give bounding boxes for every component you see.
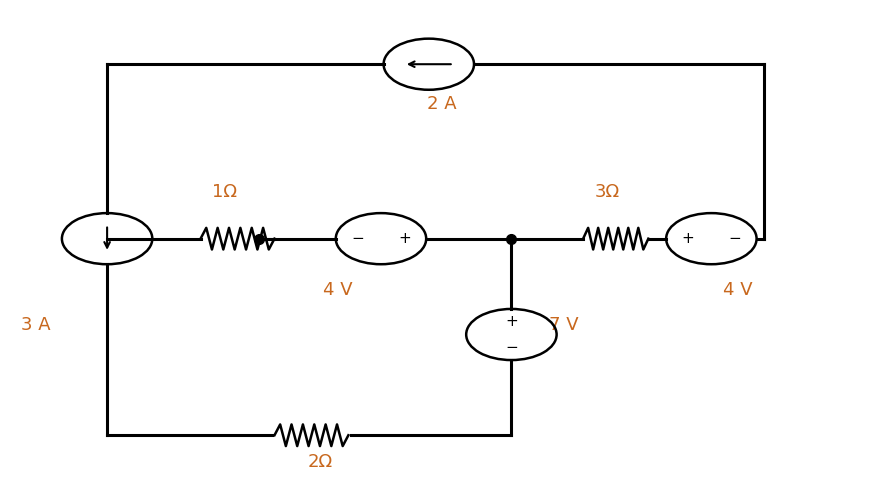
Text: 2Ω: 2Ω <box>308 453 332 471</box>
Text: −: − <box>505 340 518 355</box>
Text: +: + <box>682 231 694 246</box>
Text: −: − <box>351 231 364 246</box>
Text: 4 V: 4 V <box>323 281 353 299</box>
Text: 3 A: 3 A <box>21 316 51 333</box>
Text: 4 V: 4 V <box>723 281 752 299</box>
Text: 7 V: 7 V <box>549 316 578 333</box>
Text: 2 A: 2 A <box>427 94 457 112</box>
Text: +: + <box>398 231 411 246</box>
Text: +: + <box>505 314 518 329</box>
Text: 3Ω: 3Ω <box>594 183 619 201</box>
Text: −: − <box>729 231 741 246</box>
Text: 1Ω: 1Ω <box>212 183 237 201</box>
